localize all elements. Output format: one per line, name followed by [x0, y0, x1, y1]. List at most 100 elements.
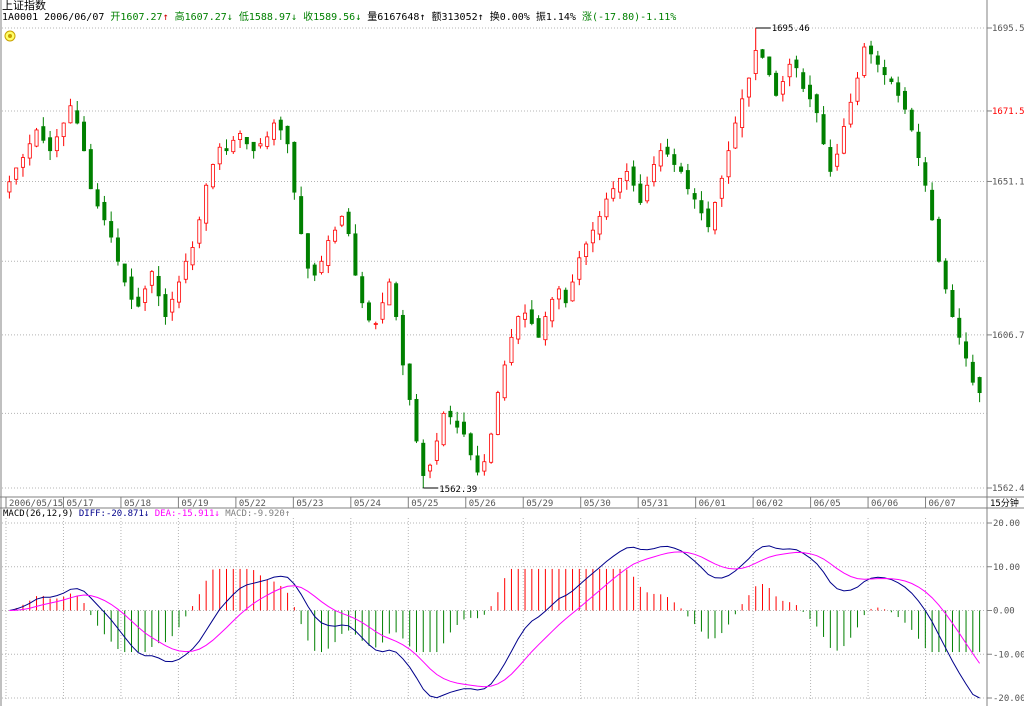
change-label: 涨 [581, 12, 592, 23]
candle-body [624, 171, 629, 182]
date-tick-label: 06/01 [699, 499, 726, 509]
candle-body [943, 260, 948, 290]
candle-body [923, 162, 928, 186]
candle-body [645, 184, 650, 202]
candle-body [366, 302, 371, 321]
candle-body [387, 281, 392, 306]
price-tick-label: 1651.1 [992, 177, 1024, 187]
change-pct-value: -1.11% [640, 12, 677, 23]
candle-body [651, 164, 656, 183]
down-arrow-icon: ↓ [355, 12, 362, 23]
dea-value: -15.911 [176, 509, 215, 519]
candle-body [88, 149, 93, 190]
price-tick-label: 1606.7 [992, 331, 1024, 341]
macd-legend: MACD(26,12,9) DIFF:-20.871↓ DEA:-15.911↓… [3, 509, 290, 520]
candle-body [448, 410, 453, 418]
candle-body [373, 323, 378, 325]
macd-tick-label: -10.00 [993, 650, 1024, 660]
candle-body [197, 219, 202, 244]
price-tick-label: 1671.5 [992, 107, 1024, 117]
up-arrow-icon: ↑ [162, 12, 169, 23]
candle-body [882, 67, 887, 76]
candle-body [550, 298, 555, 322]
max-annotation: 1695.46 [772, 24, 810, 34]
candle-body [54, 136, 59, 152]
volume-label: 量 [367, 12, 378, 23]
candle-body [828, 147, 833, 172]
candle-body [502, 364, 507, 399]
date-tick-label: 05/30 [584, 499, 611, 509]
index-code: 1A0001 [2, 12, 39, 23]
candle-body [618, 177, 623, 193]
candle-body [305, 233, 310, 269]
diff-value: -20.871 [105, 509, 144, 519]
candle-body [658, 150, 663, 167]
candle-body [244, 137, 249, 145]
candle-body [835, 153, 840, 167]
candle-body [204, 184, 209, 224]
candle-body [814, 94, 819, 114]
macd-tick-label: 10.00 [993, 563, 1020, 573]
candle-body [692, 193, 697, 200]
candle-body [631, 166, 636, 186]
candle-body [760, 49, 765, 58]
candle-body [251, 141, 256, 152]
candle-body [536, 318, 541, 338]
price-tick-label: 1562.4 [992, 484, 1024, 494]
high-label: 高 [174, 12, 185, 23]
candle-body [713, 202, 718, 231]
candle-body [753, 50, 758, 74]
candle-body [224, 148, 229, 152]
macd-indicator-label: MACD(26,12,9) [3, 509, 74, 519]
candle-body [129, 276, 134, 300]
sun-icon[interactable] [4, 30, 16, 42]
candle-body [950, 290, 955, 317]
candle-body [604, 198, 609, 218]
candle-body [414, 398, 419, 442]
candle-body [679, 166, 684, 172]
candle-body [584, 243, 589, 257]
index-title: 上证指数 [2, 0, 46, 12]
date-tick-label: 05/19 [181, 499, 208, 509]
candle-body [319, 260, 324, 274]
macd-tick-label: 20.00 [993, 519, 1020, 529]
candle-body [672, 154, 677, 165]
volume-value: 6167648 [377, 12, 420, 23]
candle-body [848, 101, 853, 125]
candle-body [346, 211, 351, 235]
date-tick-label: 05/18 [124, 499, 151, 509]
candle-body [461, 421, 466, 435]
candle-body [333, 229, 338, 242]
candle-body [970, 361, 975, 383]
up-arrow-icon: ↑ [477, 12, 484, 23]
diff-label: DIFF: [78, 509, 106, 519]
low-value: 1588.97 [248, 12, 291, 23]
candle-body [27, 143, 32, 159]
candle-body [509, 336, 514, 363]
candle-body [916, 131, 921, 159]
candle-body [231, 139, 236, 153]
down-arrow-icon: ↓ [226, 12, 233, 23]
candle-body [163, 294, 168, 317]
candle-body [407, 363, 412, 400]
candle-body [210, 164, 215, 188]
candle-body [719, 177, 724, 199]
change-value: (-17.80) [591, 12, 641, 23]
candle-body [7, 181, 12, 193]
up-arrow-icon: ↑ [419, 12, 426, 23]
candle-body [238, 133, 243, 140]
candle-body [326, 240, 331, 266]
candle-body [862, 46, 867, 76]
candle-body [14, 167, 19, 180]
date-tick-label: 05/31 [641, 499, 668, 509]
candle-body [441, 412, 446, 446]
candle-body [909, 109, 914, 131]
candle-body [299, 196, 304, 235]
high-value: 1607.27 [184, 12, 227, 23]
candle-body [964, 341, 969, 359]
candle-body [889, 78, 894, 82]
up-arrow-icon: ↑ [284, 509, 291, 519]
candle-body [855, 77, 860, 102]
